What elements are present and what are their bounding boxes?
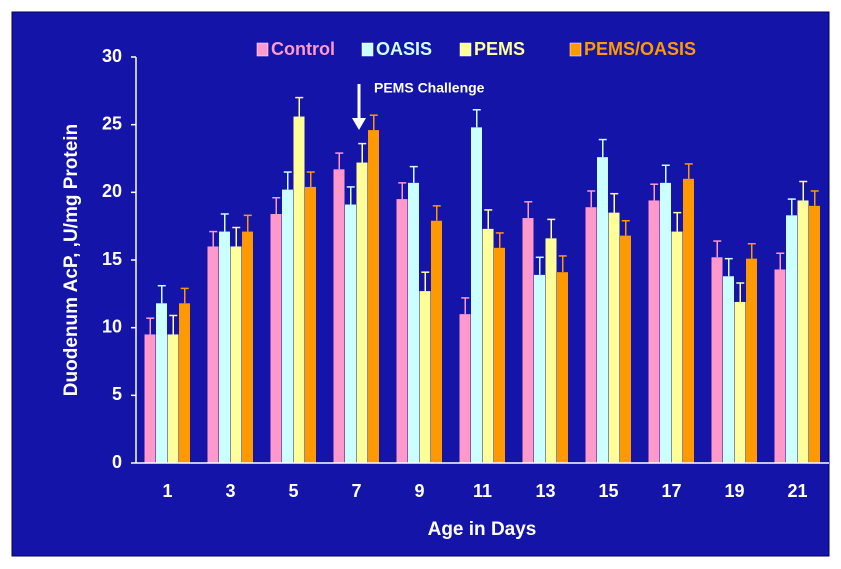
- bar: [471, 127, 482, 463]
- bar: [746, 258, 757, 463]
- legend-label: OASIS: [376, 39, 432, 59]
- bar: [219, 231, 230, 463]
- bar: [408, 182, 419, 464]
- bar: [419, 291, 431, 463]
- bar: [534, 274, 545, 463]
- legend-swatch: [256, 42, 269, 57]
- bar: [305, 186, 316, 464]
- y-tick-label: 5: [112, 384, 122, 404]
- x-tick-label: 1: [162, 481, 172, 501]
- y-tick-label: 0: [112, 452, 122, 472]
- bar: [597, 157, 608, 463]
- bar: [620, 235, 631, 463]
- bar: [671, 231, 683, 463]
- bar: [711, 257, 723, 463]
- bar: [144, 334, 156, 463]
- legend-label: PEMS/OASIS: [584, 39, 696, 59]
- x-tick-label: 11: [473, 481, 492, 501]
- bar: [774, 269, 786, 463]
- bar: [557, 272, 568, 463]
- y-tick-label: 25: [102, 113, 122, 133]
- y-tick-label: 20: [102, 181, 122, 201]
- bar: [459, 314, 471, 463]
- bar: [809, 205, 820, 463]
- annotation: PEMS Challenge: [374, 80, 485, 96]
- legend-label: Control: [271, 39, 335, 59]
- y-axis-label: Duodenum AcP, ,U/mg Protein: [61, 124, 82, 396]
- x-tick-label: 17: [661, 481, 681, 501]
- bar: [723, 276, 734, 463]
- bar: [431, 220, 442, 463]
- x-axis-label: Age in Days: [428, 519, 537, 540]
- bar: [608, 212, 620, 463]
- legend-swatch: [569, 42, 582, 57]
- bar: [797, 200, 809, 463]
- bar: [683, 178, 694, 464]
- bar: [293, 116, 305, 464]
- bar: [482, 228, 494, 463]
- bar: [345, 204, 356, 463]
- bar: [156, 303, 167, 463]
- bar: [356, 162, 368, 463]
- bar: [368, 130, 379, 463]
- x-tick-label: 3: [225, 481, 235, 501]
- legend-swatch: [459, 42, 472, 57]
- bar: [734, 301, 746, 463]
- bar: [786, 215, 797, 463]
- y-tick-label: 30: [102, 46, 122, 66]
- legend-label: PEMS: [474, 39, 525, 59]
- legend-swatch: [361, 42, 374, 57]
- bar: [660, 182, 671, 464]
- bar: [167, 334, 179, 463]
- x-tick-label: 13: [535, 481, 555, 501]
- bar: [242, 231, 253, 463]
- bar: [545, 238, 557, 463]
- bar: [494, 247, 505, 463]
- bar: [282, 189, 293, 464]
- arrow-head: [352, 118, 366, 130]
- bar: [648, 200, 660, 463]
- bar: [585, 207, 597, 463]
- bar: [207, 246, 219, 463]
- x-tick-label: 9: [414, 481, 424, 501]
- x-tick-label: 21: [787, 481, 807, 501]
- bar: [230, 246, 242, 463]
- bar: [179, 303, 190, 463]
- x-tick-label: 7: [351, 481, 361, 501]
- y-tick-label: 10: [102, 316, 122, 336]
- bar: [522, 218, 534, 463]
- x-tick-label: 15: [598, 481, 618, 501]
- x-tick-label: 5: [288, 481, 298, 501]
- bar: [333, 169, 345, 463]
- x-tick-label: 19: [724, 481, 744, 501]
- y-tick-label: 15: [102, 249, 122, 269]
- bar: [396, 199, 408, 463]
- bar: [270, 213, 282, 463]
